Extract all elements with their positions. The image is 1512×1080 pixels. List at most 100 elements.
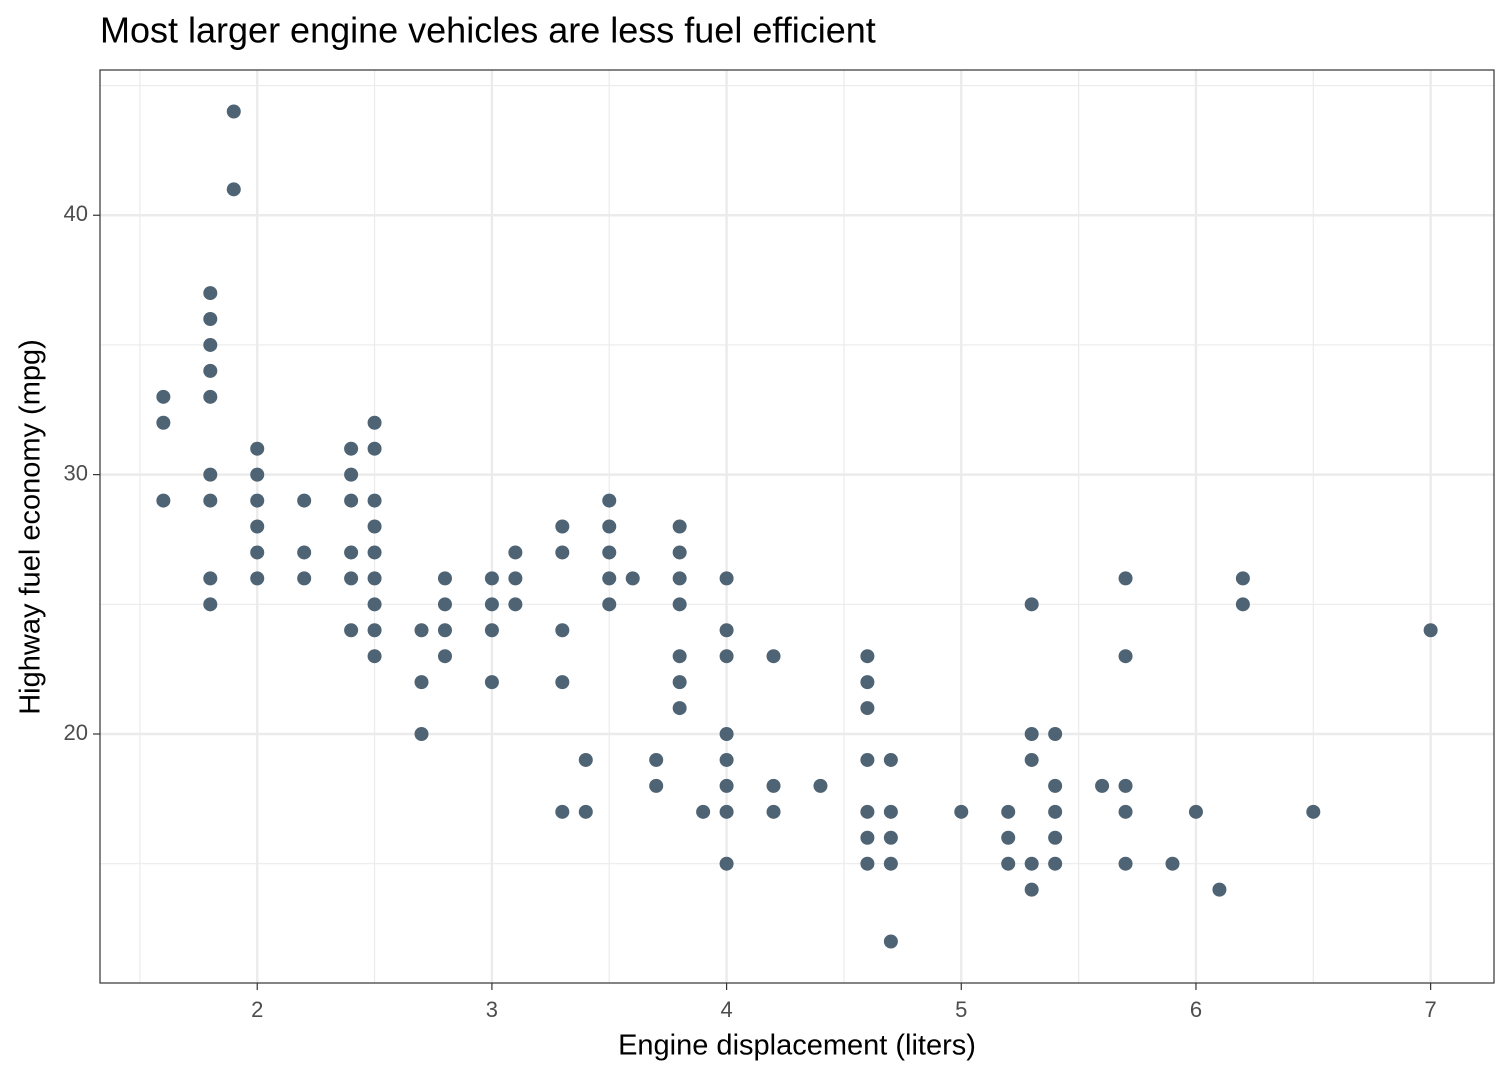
- point: [649, 778, 664, 793]
- point: [437, 597, 452, 612]
- point: [719, 856, 734, 871]
- point: [602, 597, 617, 612]
- x-axis-label: Engine displacement (liters): [618, 1030, 976, 1062]
- point: [1306, 804, 1321, 819]
- point: [766, 804, 781, 819]
- point: [156, 493, 171, 508]
- y-tick-label: 20: [64, 720, 88, 745]
- x-tick-label: 2: [251, 997, 263, 1022]
- point: [1001, 804, 1016, 819]
- point: [555, 545, 570, 560]
- point: [203, 312, 218, 326]
- point: [1001, 830, 1016, 845]
- point: [508, 597, 523, 612]
- point: [555, 804, 570, 819]
- panel-border: [99, 69, 1495, 984]
- point: [860, 804, 875, 819]
- point: [625, 571, 640, 586]
- point: [1423, 623, 1438, 638]
- point: [1165, 856, 1180, 871]
- point: [672, 675, 687, 690]
- x-tick-label: 7: [1425, 997, 1437, 1022]
- point: [719, 727, 734, 741]
- point: [344, 467, 359, 482]
- point: [696, 804, 711, 819]
- x-tick-label: 6: [1190, 997, 1202, 1022]
- point: [649, 752, 664, 767]
- point: [484, 675, 499, 690]
- point: [344, 441, 359, 456]
- point: [508, 545, 523, 560]
- point: [1048, 778, 1063, 793]
- point: [719, 571, 734, 586]
- point: [203, 493, 218, 508]
- point: [367, 519, 382, 534]
- point: [367, 649, 382, 664]
- point: [1048, 856, 1063, 871]
- x-tick-label: 5: [955, 997, 967, 1022]
- point: [344, 623, 359, 638]
- point: [344, 493, 359, 508]
- point: [860, 830, 875, 845]
- point: [672, 545, 687, 560]
- point: [484, 597, 499, 612]
- point: [1235, 597, 1250, 612]
- point: [1024, 752, 1039, 767]
- point: [1024, 727, 1039, 741]
- y-tick-label: 40: [64, 201, 88, 226]
- point: [156, 415, 171, 430]
- point: [226, 182, 241, 197]
- point: [414, 623, 429, 638]
- chart-title: Most larger engine vehicles are less fue…: [100, 10, 876, 51]
- x-tick-label: 4: [720, 997, 732, 1022]
- point: [484, 571, 499, 586]
- point: [1048, 830, 1063, 845]
- point: [367, 597, 382, 612]
- x-tick-label: 3: [486, 997, 498, 1022]
- point: [719, 752, 734, 767]
- point: [602, 545, 617, 560]
- point: [1118, 778, 1133, 793]
- point: [1024, 597, 1039, 612]
- point: [484, 623, 499, 638]
- point: [437, 623, 452, 638]
- point: [250, 467, 265, 482]
- point: [367, 545, 382, 560]
- point: [578, 752, 593, 767]
- point: [672, 597, 687, 612]
- point: [860, 752, 875, 767]
- point: [602, 519, 617, 534]
- point: [250, 519, 265, 534]
- point: [1024, 856, 1039, 871]
- point: [578, 804, 593, 819]
- point: [883, 856, 898, 871]
- y-tick-label: 30: [64, 460, 88, 485]
- point: [203, 337, 218, 352]
- point: [860, 701, 875, 716]
- point: [203, 467, 218, 482]
- point: [555, 623, 570, 638]
- point: [1048, 804, 1063, 819]
- point: [766, 778, 781, 793]
- point: [672, 701, 687, 716]
- point: [860, 649, 875, 664]
- point: [367, 493, 382, 508]
- point: [367, 415, 382, 430]
- point: [203, 571, 218, 586]
- point: [1118, 571, 1133, 586]
- point: [555, 519, 570, 534]
- y-axis-label: Highway fuel economy (mpg): [15, 339, 47, 715]
- point: [555, 675, 570, 690]
- point: [1001, 856, 1016, 871]
- point: [719, 623, 734, 638]
- point: [1212, 882, 1227, 897]
- point: [860, 856, 875, 871]
- point: [1095, 778, 1110, 793]
- point: [344, 545, 359, 560]
- point: [226, 104, 241, 119]
- point: [719, 804, 734, 819]
- point: [602, 493, 617, 508]
- point: [813, 778, 828, 793]
